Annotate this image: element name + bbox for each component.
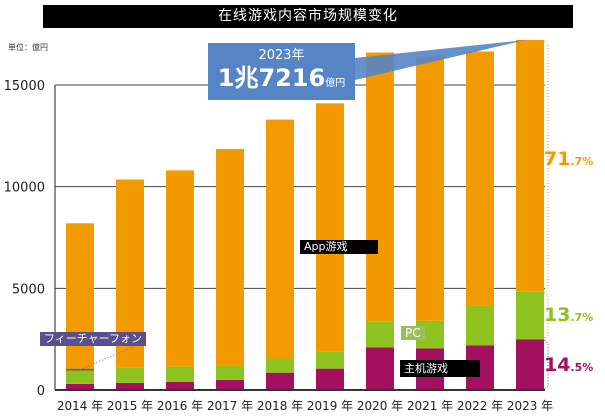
x-tick-label: 2015 年 <box>107 399 153 413</box>
callout-amount: 1兆7216 <box>217 64 326 92</box>
bar-segment <box>166 381 194 390</box>
bar-segment <box>66 370 94 384</box>
legend-app: App游戏 <box>300 240 378 254</box>
bar-segment <box>316 351 344 369</box>
bar-segment <box>466 51 494 306</box>
callout-year: 2023年 <box>258 48 305 63</box>
chart-title: 在线游戏内容市场规模变化 <box>43 5 573 28</box>
share-console: 14.5% <box>544 354 594 376</box>
bar-segment <box>466 305 494 346</box>
y-tick-label: 5000 <box>12 282 45 297</box>
legend-feature-phone: フィーチャーフォン <box>40 332 147 346</box>
share-app: 71.7% <box>544 148 594 170</box>
y-tick-label: 15000 <box>4 79 45 94</box>
bar-segment <box>316 368 344 390</box>
y-tick-label: 0 <box>37 384 45 399</box>
callout-pointer <box>355 39 526 80</box>
x-tick-label: 2016 年 <box>157 399 203 413</box>
bar-segment <box>216 149 244 366</box>
bar-segment <box>516 291 544 340</box>
bar-segment <box>66 383 94 390</box>
total-callout: 2023年 1兆7216億円 <box>208 43 355 100</box>
bar-segment <box>266 358 294 373</box>
x-tick-label: 2017 年 <box>207 399 253 413</box>
unit-label: 単位：億円 <box>8 43 48 52</box>
share-bracket <box>543 291 549 339</box>
callout-unit: 億円 <box>325 78 346 89</box>
bar-segment <box>416 56 444 321</box>
bar-segment <box>216 365 244 380</box>
bar-segment <box>216 379 244 390</box>
leader-line <box>79 345 136 371</box>
bar-segment <box>516 39 544 292</box>
y-tick-label: 10000 <box>4 181 45 196</box>
legend-console: 主机游戏 <box>400 360 480 377</box>
x-tick-label: 2019 年 <box>307 399 353 413</box>
bar-segment <box>366 52 394 322</box>
bar-segment <box>266 372 294 390</box>
bar-segment <box>266 119 294 359</box>
x-tick-label: 2023 年 <box>507 399 553 413</box>
bar-segment <box>316 103 344 352</box>
legend-pc: PC <box>401 326 425 340</box>
bar-segment <box>66 223 94 369</box>
x-tick-label: 2020 年 <box>357 399 403 413</box>
x-tick-label: 2018 年 <box>257 399 303 413</box>
x-tick-label: 2022 年 <box>457 399 503 413</box>
bar-segment <box>116 367 144 383</box>
x-tick-label: 2021 年 <box>407 399 453 413</box>
bar-segment <box>166 366 194 382</box>
share-bracket <box>543 40 549 291</box>
bar-segment <box>516 339 544 390</box>
x-tick-label: 2014 年 <box>57 399 103 413</box>
bar-segment <box>116 382 144 390</box>
bar-segment <box>366 321 394 348</box>
bar-segment <box>166 170 194 367</box>
bar-segment <box>366 347 394 390</box>
share-pc: 13.7% <box>544 304 594 326</box>
